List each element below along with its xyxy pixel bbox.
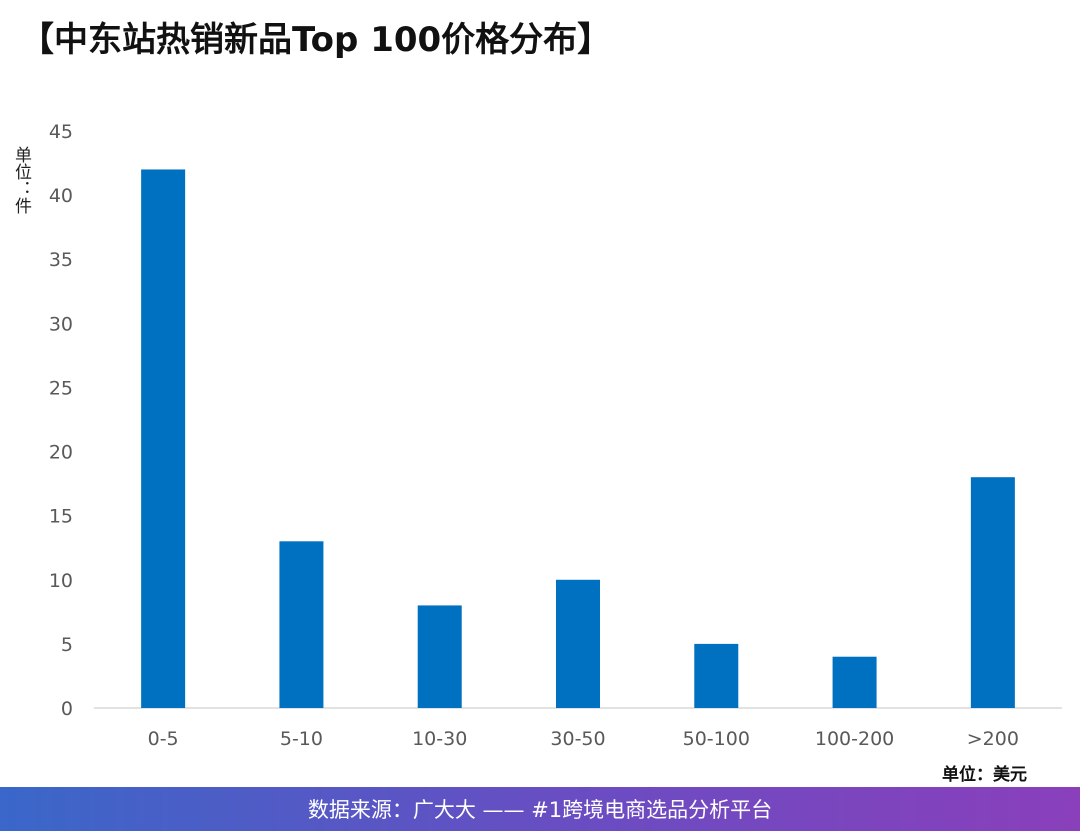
- bar->200: [970, 477, 1015, 708]
- y-tick-label: 0: [61, 698, 73, 720]
- data-source-text: 数据来源：广大大 —— #1跨境电商选品分析平台: [307, 798, 773, 822]
- x-tick-label: >200: [967, 728, 1019, 750]
- y-tick-label: 35: [49, 249, 73, 271]
- x-axis-unit-label: 单位：美元: [942, 765, 1027, 785]
- data-source-banner: 数据来源：广大大 —— #1跨境电商选品分析平台: [0, 787, 1080, 831]
- y-tick-label: 15: [49, 506, 73, 528]
- bar-0-5: [141, 169, 186, 708]
- bar-5-10: [279, 541, 324, 708]
- bar-50-100: [694, 643, 739, 708]
- y-tick-label: 45: [49, 121, 73, 143]
- y-tick-label: 20: [49, 442, 73, 464]
- x-tick-label: 50-100: [683, 728, 750, 750]
- y-axis-unit-label: 单位：件: [11, 146, 31, 214]
- x-tick-label: 0-5: [148, 728, 179, 750]
- y-tick-label: 10: [49, 570, 73, 592]
- y-tick-label: 40: [49, 185, 73, 207]
- bar-100-200: [832, 656, 877, 708]
- y-tick-label: 25: [49, 377, 73, 399]
- bar-30-50: [556, 579, 600, 708]
- x-tick-label: 30-50: [550, 728, 605, 750]
- chart-title: 【中东站热销新品Top 100价格分布】: [20, 20, 612, 60]
- y-tick-label: 5: [61, 634, 73, 656]
- bar-10-30: [417, 605, 462, 708]
- x-tick-label: 10-30: [412, 728, 467, 750]
- x-tick-label: 100-200: [815, 728, 894, 750]
- y-tick-label: 30: [49, 313, 73, 335]
- x-tick-label: 5-10: [280, 728, 323, 750]
